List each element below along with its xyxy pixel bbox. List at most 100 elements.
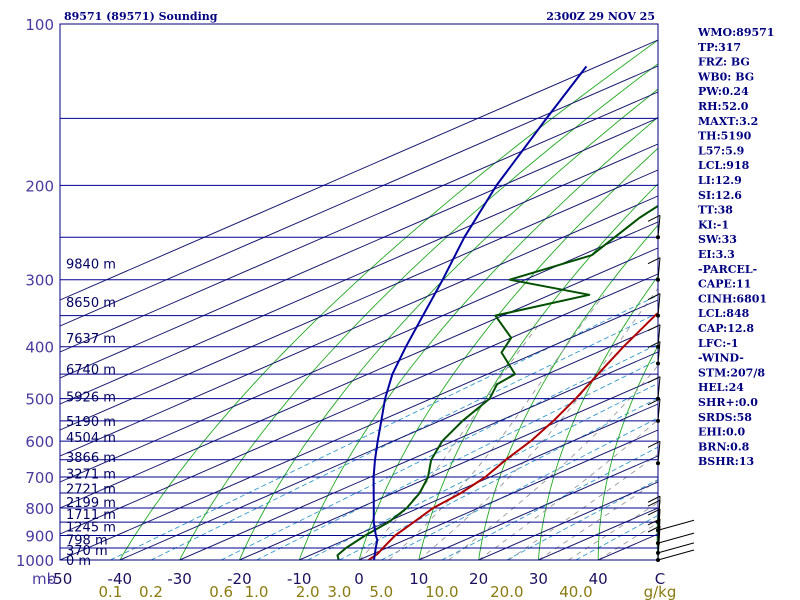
mixing-ratio-label: 10.0 <box>425 583 458 600</box>
isotherm <box>60 221 658 483</box>
temperature-tick-label: -50 <box>48 570 73 588</box>
wind-barb-staff <box>657 293 661 316</box>
mixing-ratio-label: 0.6 <box>209 583 233 600</box>
wind-barb <box>647 518 695 555</box>
index-value: WMO:89571 <box>697 26 774 39</box>
pressure-tick-label: 100 <box>25 16 54 34</box>
station-title: 89571 (89571) Sounding <box>64 10 218 23</box>
isotherm <box>60 273 658 535</box>
isotherm <box>60 169 658 431</box>
height-label: 3271 m <box>66 468 116 483</box>
wind-barb-dot <box>656 344 660 349</box>
wind-barb-dot <box>656 461 660 466</box>
isotherm <box>60 117 658 379</box>
temperature-tick-label: -20 <box>227 570 252 588</box>
wind-barb-flag <box>647 440 661 448</box>
mixing-ratio-line <box>150 312 658 560</box>
isotherm <box>60 247 658 509</box>
wind-barb-dot <box>656 396 660 401</box>
index-value: LI:12.9 <box>698 174 742 187</box>
pressure-tick-label: 400 <box>25 339 54 357</box>
wind-barb-staff <box>657 441 661 464</box>
dry-adiabat <box>770 0 800 571</box>
wind-barb-flag <box>647 499 661 507</box>
height-label: 798 m <box>66 533 108 548</box>
isotherm <box>60 39 658 301</box>
pressure-tick-label: 700 <box>25 469 54 487</box>
wind-barb <box>647 508 695 546</box>
index-value: CAP:12.8 <box>698 322 754 335</box>
pressure-tick-label: 800 <box>25 500 54 518</box>
wind-barbs <box>647 214 695 562</box>
wind-barb <box>647 376 661 401</box>
temperature-tick-label: -40 <box>108 570 133 588</box>
wind-barb-dot <box>656 558 660 562</box>
height-label: 1245 m <box>66 521 116 536</box>
index-value: EI:3.3 <box>698 248 735 261</box>
wind-barb-staff <box>657 500 661 523</box>
mixing-ratio-label: 1.0 <box>245 583 269 600</box>
index-value: -PARCEL- <box>698 263 757 276</box>
valid-time: 2300Z 29 NOV 25 <box>546 10 655 23</box>
height-label: 2721 m <box>66 482 116 497</box>
wind-barb-staff <box>657 519 695 531</box>
isotherm <box>239 377 658 560</box>
plot-frame <box>59 23 659 561</box>
temperature-tick-label: 30 <box>529 570 548 588</box>
mixing-ratio-label: 5.0 <box>369 583 393 600</box>
height-label: 7637 m <box>66 332 116 347</box>
wind-barb-staff <box>657 324 661 347</box>
wind-barb-dot <box>656 520 660 525</box>
wind-barb-staff <box>657 532 695 544</box>
height-label: 4504 m <box>66 431 116 446</box>
index-value: HEL:24 <box>698 381 744 394</box>
height-label: 8650 m <box>66 296 116 311</box>
mixing-ratio-line <box>339 397 658 560</box>
temperature-tick-label: 40 <box>589 570 608 588</box>
sounding-traces <box>336 65 658 560</box>
dry-adiabat <box>656 503 658 560</box>
index-value: LCL:848 <box>698 307 750 320</box>
index-value: RH:52.0 <box>698 100 749 113</box>
index-value: TH:5190 <box>698 130 752 143</box>
wind-barb-staff <box>657 542 695 554</box>
pressure-tick-label: 300 <box>25 272 54 290</box>
index-value: SHR+:0.0 <box>698 396 758 409</box>
index-value: KI:-1 <box>698 218 729 231</box>
temperature-tick-label: 0 <box>354 570 364 588</box>
wind-barb <box>647 525 695 562</box>
wind-barb-dot <box>656 528 660 533</box>
wind-barb-flag <box>647 257 661 265</box>
pressure-unit-label: mb <box>32 570 56 588</box>
mixing-ratio-line <box>110 294 658 560</box>
wind-barb-flag <box>647 293 661 301</box>
wind-barb <box>647 499 661 525</box>
index-value: EHI:0.0 <box>698 426 745 439</box>
wind-barb-dot <box>656 361 660 366</box>
temperature-tick-label: 10 <box>409 570 428 588</box>
index-value: L57:5.9 <box>698 144 744 157</box>
wind-barb-staff <box>657 341 661 364</box>
index-value: TT:38 <box>698 204 733 217</box>
wind-barb-staff <box>657 398 661 421</box>
wind-barb-dot <box>656 313 660 318</box>
mixing-ratio-unit-label: g/kg <box>644 583 677 600</box>
moist-adiabat <box>568 502 658 560</box>
wind-barb-staff <box>657 509 661 544</box>
moist-adiabat <box>388 294 605 560</box>
index-value: BSHR:13 <box>698 455 754 468</box>
wind-barb-dot <box>656 277 660 282</box>
wind-barb <box>647 214 661 240</box>
wind-barb-dot <box>656 235 660 240</box>
height-label: 370 m <box>66 544 108 559</box>
index-value: SI:12.6 <box>698 189 742 202</box>
wind-barb-staff <box>657 215 661 238</box>
isotherm <box>418 455 658 560</box>
height-label: 9840 m <box>66 258 116 273</box>
index-value: FRZ: BG <box>698 56 750 69</box>
mixing-ratio-label: 0.2 <box>139 583 163 600</box>
wind-barb-staff <box>657 549 695 561</box>
moist-adiabat <box>597 522 658 560</box>
index-value: -WIND- <box>698 352 744 365</box>
